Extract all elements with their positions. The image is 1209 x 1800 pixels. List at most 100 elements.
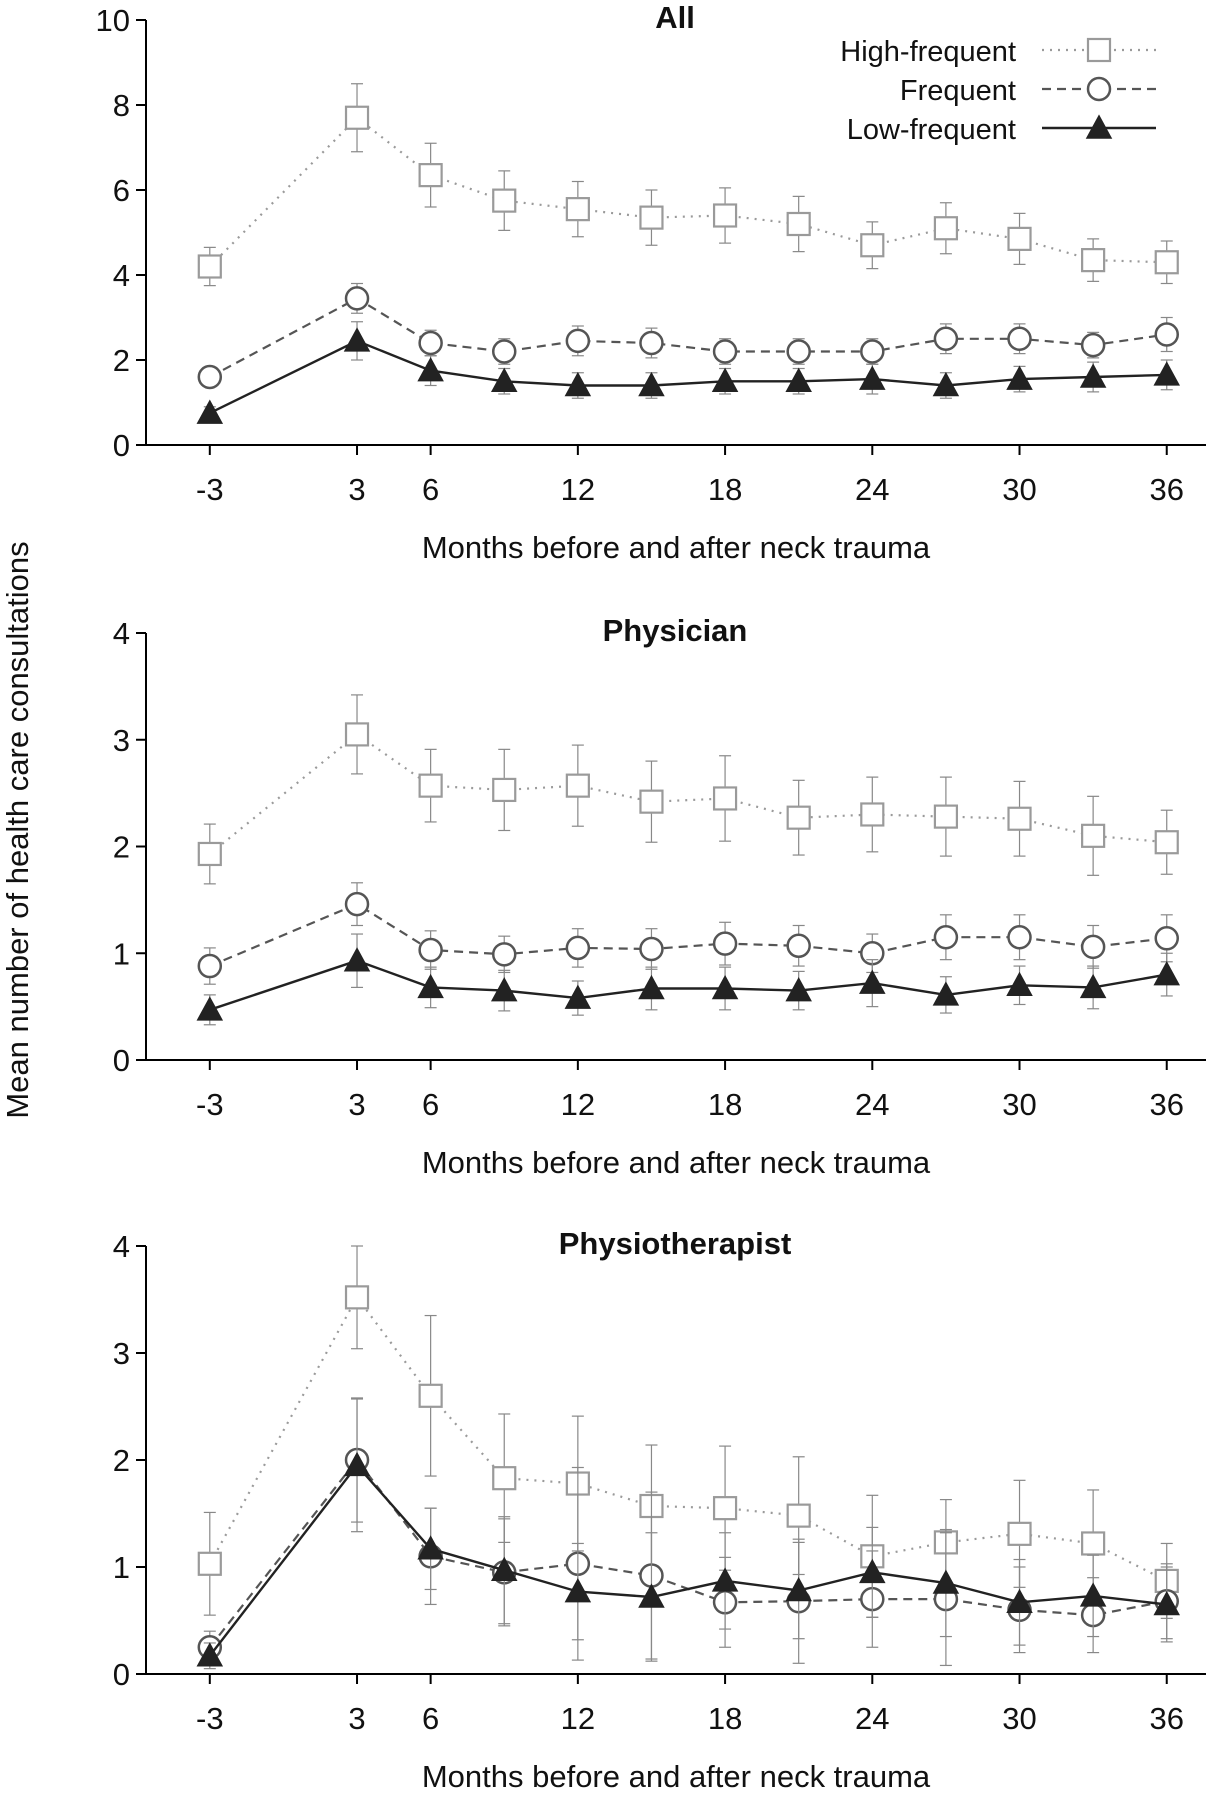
x-tick-label: 30 bbox=[1002, 472, 1036, 507]
x-tick-label: 12 bbox=[561, 472, 595, 507]
data-point bbox=[712, 339, 738, 364]
x-tick-label: 36 bbox=[1149, 1087, 1183, 1122]
data-point bbox=[197, 953, 223, 979]
data-point bbox=[196, 1642, 224, 1667]
legend-label: Frequent bbox=[900, 75, 1016, 107]
x-tick-label: 36 bbox=[1149, 472, 1183, 507]
data-point bbox=[492, 777, 517, 803]
legend: High-frequent Frequent Low-frequent bbox=[840, 36, 1156, 146]
x-tick-label: 12 bbox=[561, 1087, 595, 1122]
data-point bbox=[639, 205, 664, 230]
y-tick-label: 0 bbox=[113, 1043, 130, 1078]
y-tick-label: 0 bbox=[113, 428, 130, 463]
data-point bbox=[712, 203, 738, 228]
series-high-frequent bbox=[197, 694, 1179, 885]
series-line bbox=[209, 733, 1167, 855]
x-tick-label: 30 bbox=[1002, 1087, 1036, 1122]
data-point bbox=[785, 1576, 812, 1602]
data-point bbox=[1153, 361, 1181, 386]
legend-item-low-frequent: Low-frequent bbox=[847, 114, 1156, 146]
legend-item-frequent: Frequent bbox=[900, 75, 1156, 107]
data-point bbox=[639, 936, 664, 962]
y-axis-label: Mean number of health care consultations bbox=[0, 541, 35, 1118]
x-axis-label: Months before and after neck trauma bbox=[422, 1759, 931, 1794]
data-point bbox=[492, 1466, 517, 1491]
data-point bbox=[711, 367, 739, 392]
data-point bbox=[344, 105, 370, 130]
data-point bbox=[1080, 332, 1106, 358]
legend-label: High-frequent bbox=[840, 36, 1016, 68]
y-tick-label: 10 bbox=[96, 3, 130, 38]
data-point bbox=[638, 974, 665, 1000]
series-line bbox=[208, 1463, 1167, 1657]
panel-title: Physiotherapist bbox=[559, 1226, 792, 1261]
data-point bbox=[196, 399, 224, 424]
data-point bbox=[1007, 924, 1032, 950]
y-tick-label: 2 bbox=[113, 1443, 130, 1478]
data-point bbox=[1081, 823, 1106, 848]
x-tick-label: 18 bbox=[708, 1087, 742, 1122]
data-point bbox=[932, 1569, 960, 1594]
data-point bbox=[1154, 322, 1179, 347]
data-point bbox=[197, 1551, 222, 1576]
data-point bbox=[638, 1583, 665, 1608]
series-frequent bbox=[197, 282, 1179, 390]
data-point bbox=[418, 330, 443, 356]
x-tick-label: 18 bbox=[708, 472, 742, 507]
data-point bbox=[1007, 226, 1032, 251]
data-point bbox=[1006, 971, 1033, 997]
data-point bbox=[197, 841, 222, 867]
data-point bbox=[933, 216, 959, 241]
series-high-frequent bbox=[197, 83, 1179, 287]
y-tick-label: 4 bbox=[113, 258, 130, 293]
data-point bbox=[786, 211, 811, 237]
data-point bbox=[1079, 1582, 1107, 1607]
data-point bbox=[343, 1451, 371, 1477]
x-tick-label: 24 bbox=[855, 472, 889, 507]
x-tick-label: -3 bbox=[196, 1701, 224, 1736]
data-point bbox=[860, 802, 885, 827]
series-low-frequent bbox=[196, 933, 1181, 1026]
data-point bbox=[711, 974, 739, 1000]
x-tick-label: 6 bbox=[422, 472, 439, 507]
data-point bbox=[859, 969, 886, 994]
data-point bbox=[1006, 365, 1033, 390]
data-point bbox=[417, 357, 444, 382]
data-point bbox=[565, 328, 591, 354]
data-point bbox=[418, 1383, 443, 1408]
data-point bbox=[344, 286, 370, 311]
data-point bbox=[932, 371, 960, 397]
data-point bbox=[712, 931, 738, 956]
x-tick-label: 3 bbox=[348, 1087, 365, 1122]
data-point bbox=[1081, 1531, 1106, 1556]
data-point bbox=[1007, 806, 1032, 831]
legend-item-high-frequent: High-frequent bbox=[840, 36, 1156, 68]
x-tick-label: -3 bbox=[196, 1087, 224, 1122]
data-point bbox=[491, 339, 517, 364]
y-tick-label: 1 bbox=[113, 1550, 130, 1585]
series-low-frequent bbox=[196, 321, 1181, 424]
data-point bbox=[859, 365, 886, 390]
data-point bbox=[932, 981, 960, 1006]
data-point bbox=[1006, 1588, 1033, 1614]
data-point bbox=[490, 367, 518, 392]
data-point bbox=[786, 339, 811, 364]
data-point bbox=[1080, 934, 1106, 960]
y-tick-label: 2 bbox=[113, 343, 130, 378]
data-point bbox=[196, 996, 224, 1021]
data-point bbox=[639, 789, 664, 814]
data-point bbox=[197, 364, 223, 390]
y-tick-label: 6 bbox=[113, 173, 130, 208]
data-point bbox=[859, 1558, 886, 1584]
data-point bbox=[565, 935, 591, 961]
y-tick-label: 2 bbox=[113, 830, 130, 865]
legend-marker bbox=[1086, 76, 1112, 102]
x-tick-label: -3 bbox=[196, 472, 224, 507]
x-tick-label: 3 bbox=[348, 1701, 365, 1736]
series-low-frequent bbox=[196, 1398, 1181, 1670]
y-tick-label: 4 bbox=[113, 1229, 130, 1264]
data-point bbox=[860, 233, 885, 258]
legend-label: Low-frequent bbox=[847, 114, 1016, 146]
